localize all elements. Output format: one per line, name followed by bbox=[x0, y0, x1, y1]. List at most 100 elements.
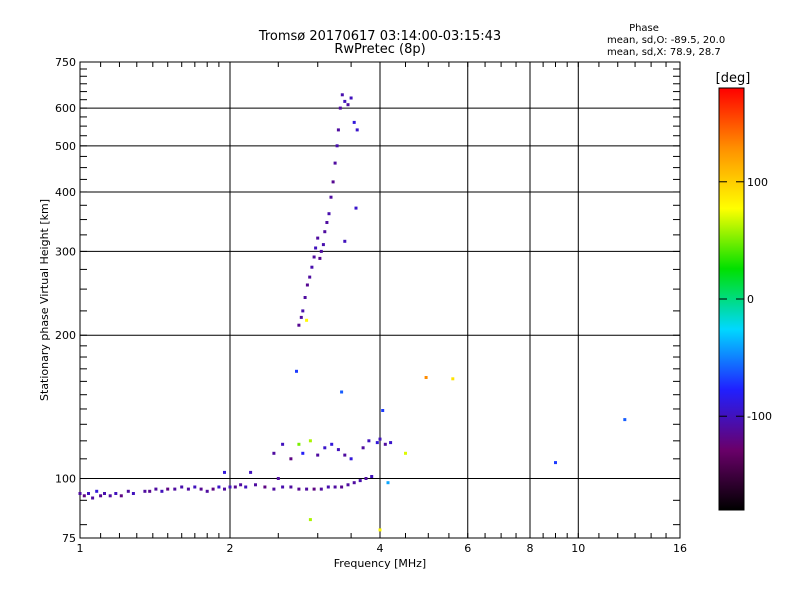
data-point bbox=[336, 448, 340, 452]
data-point bbox=[378, 528, 382, 532]
data-point bbox=[343, 453, 347, 457]
y-tick-label: 75 bbox=[62, 532, 76, 545]
data-point bbox=[343, 99, 347, 103]
data-point bbox=[99, 494, 103, 498]
x-axis-label: Frequency [MHz] bbox=[334, 557, 426, 570]
data-point bbox=[82, 494, 86, 498]
data-point bbox=[305, 318, 309, 322]
data-point bbox=[308, 518, 312, 522]
data-point bbox=[340, 390, 344, 394]
data-point bbox=[375, 441, 379, 445]
data-point bbox=[205, 489, 209, 493]
data-point bbox=[364, 477, 368, 480]
data-point bbox=[370, 475, 374, 478]
data-point bbox=[404, 451, 407, 455]
y-tick-label: 500 bbox=[55, 140, 76, 153]
data-point bbox=[335, 144, 339, 148]
data-point bbox=[326, 485, 330, 489]
data-point bbox=[228, 485, 232, 489]
stats-heading: Phase bbox=[629, 23, 659, 34]
colorbar-label: [deg] bbox=[716, 71, 751, 86]
data-point bbox=[355, 128, 359, 132]
data-point bbox=[114, 492, 118, 495]
data-point bbox=[217, 485, 221, 489]
colorbar-tick-label: 0 bbox=[747, 293, 754, 306]
data-point bbox=[301, 309, 305, 313]
data-point bbox=[361, 446, 365, 450]
data-point bbox=[211, 487, 215, 491]
data-point bbox=[263, 485, 267, 489]
data-point bbox=[312, 487, 316, 491]
data-point bbox=[223, 487, 226, 491]
y-tick-label: 750 bbox=[55, 56, 76, 69]
data-point bbox=[389, 441, 393, 445]
x-tick-label: 2 bbox=[227, 542, 234, 555]
data-point bbox=[623, 418, 627, 422]
data-point bbox=[272, 487, 276, 491]
x-tick-label: 1 bbox=[77, 542, 84, 555]
chart-title: Tromsø 20170617 03:14:00-03:15:43 bbox=[258, 29, 501, 44]
data-point bbox=[321, 243, 325, 247]
y-tick-label: 200 bbox=[55, 329, 76, 342]
data-point bbox=[367, 439, 371, 443]
data-point bbox=[91, 496, 95, 500]
data-point bbox=[193, 485, 197, 489]
data-point bbox=[154, 487, 158, 491]
data-point bbox=[289, 485, 293, 489]
data-point bbox=[301, 451, 305, 455]
data-point bbox=[310, 265, 314, 269]
data-point bbox=[316, 453, 320, 457]
data-point bbox=[186, 487, 190, 491]
data-point bbox=[352, 481, 356, 485]
chart-subtitle: RwPretec (8p) bbox=[334, 42, 425, 57]
data-point bbox=[378, 437, 382, 441]
data-point bbox=[354, 206, 358, 210]
y-tick-label: 100 bbox=[55, 473, 76, 486]
data-point bbox=[340, 93, 344, 97]
data-point bbox=[329, 195, 333, 199]
data-point bbox=[131, 492, 135, 495]
x-tick-label: 4 bbox=[377, 542, 384, 555]
minor-ticks bbox=[80, 62, 680, 538]
data-point bbox=[308, 439, 312, 443]
y-tick-label: 600 bbox=[55, 102, 76, 115]
data-point bbox=[424, 376, 428, 379]
data-point bbox=[143, 489, 147, 493]
data-point bbox=[336, 128, 340, 132]
data-point bbox=[312, 255, 316, 259]
data-point bbox=[331, 180, 335, 184]
data-point bbox=[180, 485, 184, 489]
data-point bbox=[148, 489, 152, 493]
data-point bbox=[381, 409, 385, 412]
data-point bbox=[295, 369, 298, 373]
data-point bbox=[249, 470, 253, 474]
data-point bbox=[308, 275, 312, 279]
data-point bbox=[451, 377, 455, 381]
data-point bbox=[383, 442, 387, 446]
data-point bbox=[119, 494, 123, 498]
data-point bbox=[87, 492, 90, 495]
data-point bbox=[223, 470, 226, 474]
data-point bbox=[126, 489, 130, 493]
y-tick-label: 400 bbox=[55, 186, 76, 199]
data-point bbox=[319, 249, 323, 253]
data-point bbox=[327, 212, 331, 216]
data-point bbox=[386, 481, 390, 485]
grid-lines bbox=[80, 62, 680, 538]
x-tick-label: 6 bbox=[464, 542, 471, 555]
stats-line-o: mean, sd,O: -89.5, 20.0 bbox=[607, 35, 725, 46]
data-point bbox=[340, 485, 344, 489]
data-point bbox=[343, 239, 347, 243]
data-point bbox=[319, 487, 323, 491]
data-point bbox=[349, 457, 353, 461]
data-point bbox=[303, 296, 307, 299]
data-point bbox=[239, 483, 243, 487]
data-point bbox=[297, 487, 301, 491]
data-points bbox=[78, 93, 627, 532]
data-point bbox=[254, 483, 257, 487]
data-point bbox=[346, 103, 350, 107]
colorbar-ticks: 100 0 -100 bbox=[719, 176, 772, 423]
data-point bbox=[199, 487, 203, 491]
data-point bbox=[108, 494, 112, 498]
